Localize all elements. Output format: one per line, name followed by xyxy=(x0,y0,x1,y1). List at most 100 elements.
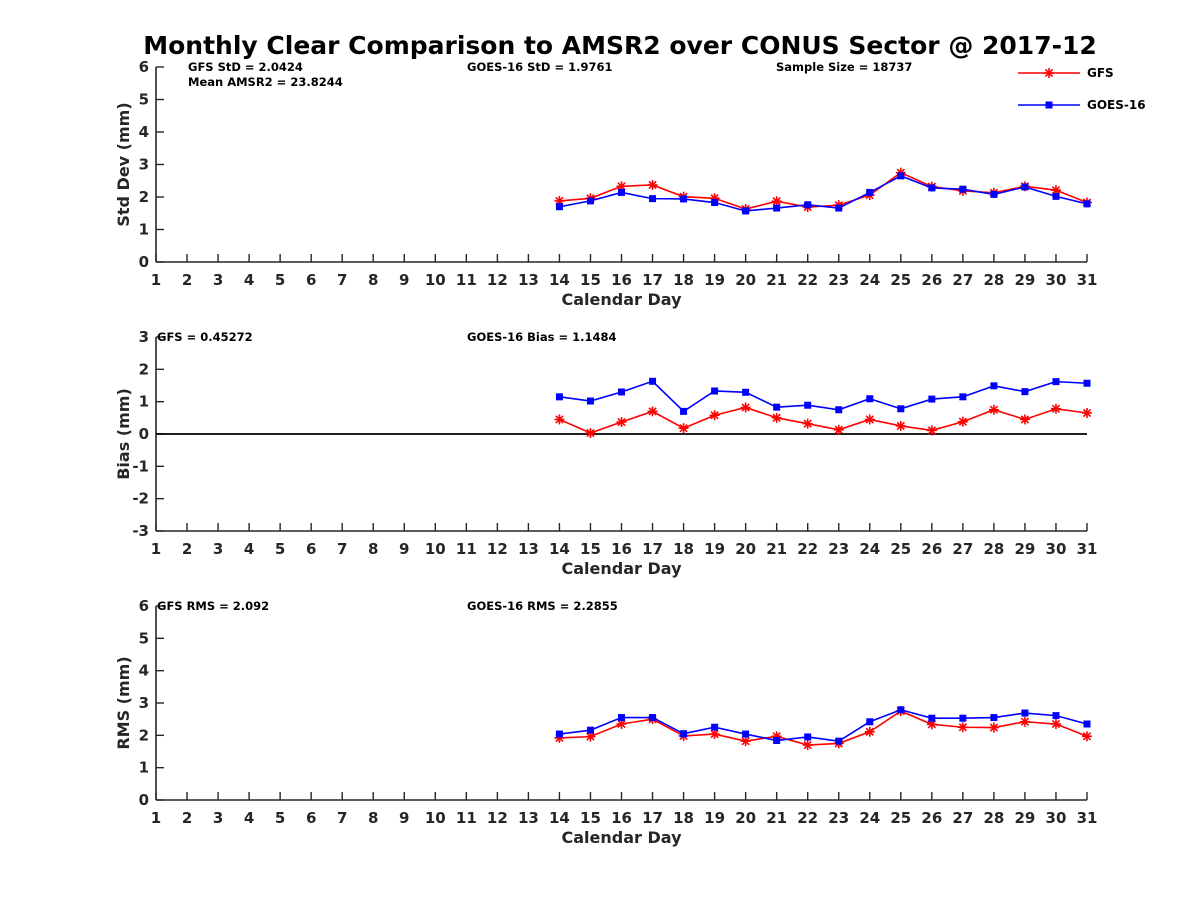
std-dev-goes16-point xyxy=(959,185,967,193)
bias-gfs-point xyxy=(833,424,844,435)
bias-x-tick-label: 22 xyxy=(797,540,818,558)
bias-gfs-point xyxy=(1050,403,1061,414)
rms-goes16-point xyxy=(618,714,625,722)
rms-x-tick-label: 3 xyxy=(213,809,223,827)
bias-x-tick-label: 30 xyxy=(1046,540,1067,558)
rms-x-tick-label: 19 xyxy=(704,809,725,827)
bias-goes16-point xyxy=(742,388,750,396)
mean-amsr2-stat: Mean AMSR2 = 23.8244 xyxy=(188,75,343,89)
bias-goes16-point xyxy=(649,377,657,385)
std-dev-goes16-point xyxy=(835,204,843,212)
bias-y-axis-label: Bias (mm) xyxy=(114,388,133,480)
bias-x-axis-label: Calendar Day xyxy=(562,559,683,578)
std-dev-x-tick-label: 24 xyxy=(859,271,880,289)
bias-x-tick-label: 6 xyxy=(306,540,316,558)
rms-x-tick-label: 14 xyxy=(549,809,570,827)
rms-gfs-point xyxy=(864,726,875,737)
bias-goes16-line xyxy=(559,380,1088,413)
rms-x-tick-label: 9 xyxy=(399,809,409,827)
gfs-std-stat: GFS StD = 2.0424 xyxy=(188,60,303,74)
bias-x-tick-label: 21 xyxy=(766,540,787,558)
bias-x-tick-label: 19 xyxy=(704,540,725,558)
rms-goes16-line xyxy=(559,708,1088,742)
rms-y-axis-label: RMS (mm) xyxy=(114,656,133,749)
bias-gfs-line xyxy=(559,406,1088,434)
rms-gfs-point xyxy=(1082,731,1092,742)
std-dev-x-tick-label: 4 xyxy=(244,271,254,289)
rms-goes16-point xyxy=(804,733,812,741)
std-dev-x-tick-label: 17 xyxy=(642,271,663,289)
std-dev-goes16-point xyxy=(586,197,594,205)
legend-gfs-marker xyxy=(1044,68,1054,78)
std-dev-panel: 1 2 3 4 5 6 7 8 9 10 11 12 13 14 15 16 17 18 19 20 21 22 23 24 2… xyxy=(114,58,1097,309)
rms-panel: 1 2 3 4 5 6 7 8 9 10 11 12 13 14 15 16 17 18 19 20 21 22 23 24 2… xyxy=(114,597,1097,847)
bias-x-tick-label: 25 xyxy=(890,540,911,558)
std-dev-x-tick-label: 25 xyxy=(890,271,911,289)
rms-x-tick-label: 16 xyxy=(611,809,632,827)
bias-x-tick-label: 23 xyxy=(828,540,849,558)
rms-gfs-point xyxy=(957,722,968,733)
rms-gfs-point xyxy=(616,719,627,730)
bias-x-tick-label: 24 xyxy=(859,540,880,558)
bias-x-tick-label: 26 xyxy=(921,540,942,558)
rms-x-tick-label: 23 xyxy=(828,809,849,827)
rms-x-tick-label: 29 xyxy=(1014,809,1035,827)
rms-gfs-point xyxy=(1019,716,1030,727)
rms-goes16-point xyxy=(1083,720,1091,728)
rms-x-tick-label: 15 xyxy=(580,809,601,827)
std-dev-x-tick-label: 13 xyxy=(518,271,539,289)
std-dev-goes16-point xyxy=(1052,192,1060,200)
rms-y-tick-label: 5 xyxy=(139,629,149,647)
bias-x-tick-label: 4 xyxy=(244,540,254,558)
bias-gfs-point xyxy=(678,423,689,434)
bias-gfs-point xyxy=(1019,414,1030,425)
std-dev-goes16-point xyxy=(711,199,719,207)
std-dev-gfs-point xyxy=(771,196,782,207)
std-dev-goes16-point xyxy=(897,172,905,180)
bias-goes16-point xyxy=(959,393,967,401)
std-dev-x-tick-label: 7 xyxy=(337,271,347,289)
bias-gfs-point xyxy=(1082,407,1092,418)
std-dev-y-tick-label: 1 xyxy=(139,221,149,239)
rms-x-tick-label: 2 xyxy=(182,809,192,827)
std-dev-x-tick-label: 6 xyxy=(306,271,316,289)
std-dev-goes16-point xyxy=(1083,200,1091,208)
rms-x-tick-label: 10 xyxy=(425,809,446,827)
bias-x-tick-label: 18 xyxy=(673,540,694,558)
std-dev-x-tick-label: 3 xyxy=(213,271,223,289)
std-dev-goes16-point xyxy=(680,195,688,203)
rms-gfs-point xyxy=(988,722,999,733)
std-dev-x-tick-label: 22 xyxy=(797,271,818,289)
std-dev-x-tick-label: 2 xyxy=(182,271,192,289)
bias-gfs-point xyxy=(616,417,627,428)
std-dev-gfs-point xyxy=(616,181,627,192)
std-dev-goes16-point xyxy=(649,195,657,203)
bias-goes16-point xyxy=(618,388,625,396)
bias-y-tick-label: -1 xyxy=(132,457,149,475)
std-dev-x-tick-label: 27 xyxy=(952,271,973,289)
bias-y-tick-label: 2 xyxy=(139,360,149,378)
std-dev-x-tick-label: 21 xyxy=(766,271,787,289)
std-dev-y-tick-label: 6 xyxy=(139,58,149,76)
rms-x-tick-label: 27 xyxy=(952,809,973,827)
std-dev-x-tick-label: 10 xyxy=(425,271,446,289)
rms-gfs-line xyxy=(559,710,1088,746)
rms-goes16-point xyxy=(555,730,563,738)
rms-x-tick-label: 5 xyxy=(275,809,285,827)
std-dev-x-tick-label: 23 xyxy=(828,271,849,289)
std-dev-goes16-line xyxy=(559,174,1088,212)
rms-x-tick-label: 7 xyxy=(337,809,347,827)
bias-y-tick-label: -2 xyxy=(132,490,149,508)
bias-x-tick-label: 9 xyxy=(399,540,409,558)
bias-x-tick-label: 29 xyxy=(1014,540,1035,558)
rms-y-tick-label: 4 xyxy=(139,662,149,680)
std-dev-x-tick-label: 29 xyxy=(1014,271,1035,289)
bias-goes16-point xyxy=(555,393,563,401)
std-dev-gfs-point xyxy=(647,179,658,190)
bias-x-tick-label: 1 xyxy=(151,540,161,558)
rms-gfs-point xyxy=(585,731,596,742)
gfs-bias-stat: GFS = 0.45272 xyxy=(157,330,253,344)
std-dev-x-tick-label: 11 xyxy=(456,271,477,289)
std-dev-x-tick-label: 16 xyxy=(611,271,632,289)
